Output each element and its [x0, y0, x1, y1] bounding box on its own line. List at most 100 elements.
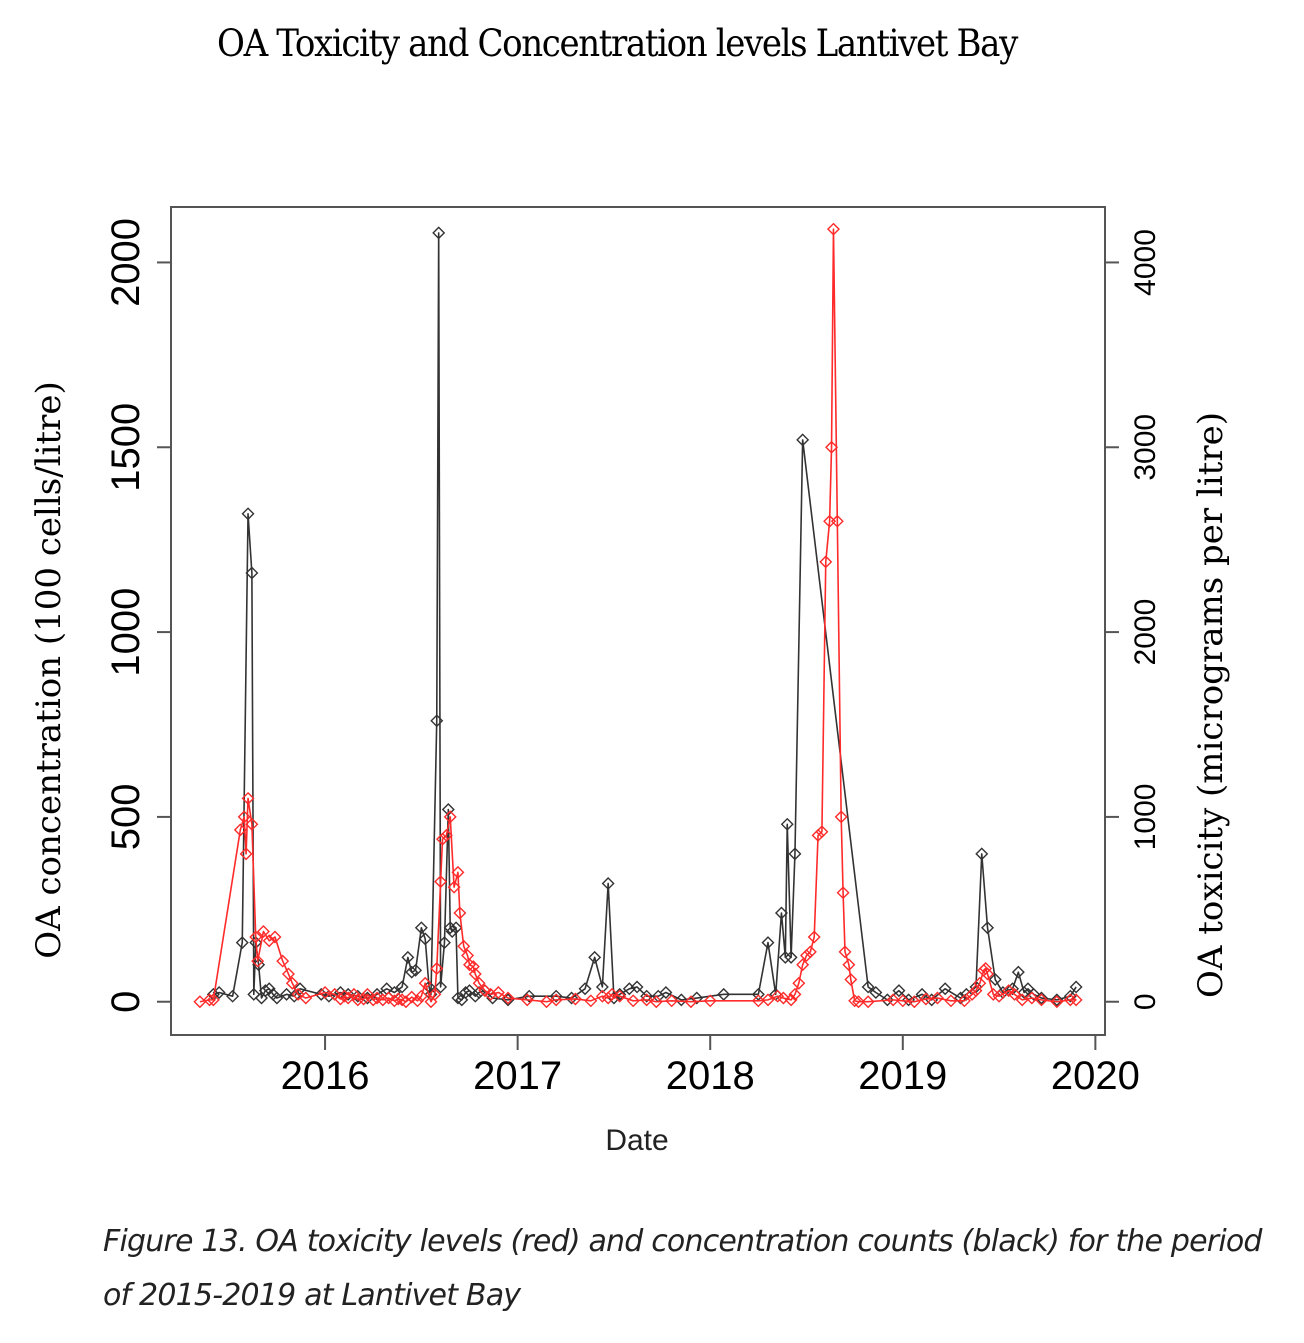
data-point: [601, 991, 615, 1005]
data-point: [418, 932, 432, 946]
data-point: [276, 954, 290, 968]
data-point: [447, 880, 461, 894]
data-point: [751, 994, 765, 1008]
data-point: [237, 810, 251, 824]
data-point: [328, 987, 342, 1001]
data-point: [825, 440, 839, 454]
data-point: [665, 994, 679, 1008]
data-point: [357, 992, 371, 1006]
data-point: [241, 791, 255, 805]
data-point: [684, 995, 698, 1009]
data-point: [414, 921, 428, 935]
data-point: [262, 982, 276, 996]
data-point: [717, 987, 731, 1001]
x-tick-label: 2016: [281, 1054, 370, 1098]
x-tick-label: 2020: [1051, 1054, 1140, 1098]
data-point: [445, 925, 459, 938]
data-point: [938, 982, 952, 996]
data-point: [291, 987, 305, 1001]
data-point: [568, 992, 582, 1006]
data-point: [226, 989, 240, 1003]
data-point: [318, 986, 332, 999]
data-point: [451, 991, 465, 1005]
data-point: [842, 958, 856, 972]
y-tick-label: 1500: [104, 403, 148, 492]
data-point: [434, 980, 448, 994]
data-point: [834, 810, 848, 824]
x-tick-label: 2018: [666, 1054, 755, 1098]
data-point: [703, 994, 717, 1008]
data-point: [774, 906, 788, 920]
y-tick-label: 500: [104, 784, 148, 851]
data-point: [1027, 987, 1041, 1001]
data-point: [245, 566, 259, 580]
data-point: [245, 817, 259, 831]
x-axis-title: Date: [605, 1124, 668, 1157]
data-point: [299, 991, 313, 1005]
data-point: [262, 934, 276, 948]
data-point: [659, 986, 673, 999]
data-point: [605, 987, 619, 1001]
data-point: [807, 930, 821, 944]
data-point: [434, 875, 448, 889]
data-point: [1006, 982, 1020, 996]
data-point: [395, 993, 409, 1007]
data-point: [428, 987, 442, 1001]
data-point: [347, 987, 361, 1001]
data-point: [449, 921, 463, 935]
data-point: [418, 976, 432, 990]
data-point: [468, 989, 482, 1003]
data-point: [484, 987, 498, 1001]
data-point: [472, 986, 486, 999]
data-point: [1034, 993, 1048, 1007]
data-point: [819, 555, 833, 569]
data-point: [439, 828, 453, 842]
data-point: [1002, 984, 1016, 998]
data-point: [366, 993, 380, 1007]
data-point: [549, 993, 563, 1007]
data-point: [584, 994, 598, 1008]
data-point: [463, 958, 476, 972]
y-tick-label: 0: [104, 991, 148, 1013]
data-point: [690, 991, 704, 1005]
data-point: [780, 817, 794, 831]
data-point: [1011, 965, 1025, 979]
y-tick-label: 2000: [104, 218, 148, 307]
data-point: [965, 987, 979, 1001]
data-point: [565, 991, 579, 1005]
data-point: [401, 950, 415, 964]
data-point: [919, 992, 933, 1006]
data-point: [761, 993, 775, 1007]
data-point: [293, 982, 307, 996]
data-point: [341, 991, 355, 1005]
data-point: [1017, 986, 1031, 999]
data-point: [826, 222, 840, 236]
data-point: [522, 989, 536, 1003]
chart: 2016 2017 2018 2019 2020 0 500 1000 1500 2000 0 1…: [29, 206, 1231, 1157]
data-point: [784, 993, 798, 1007]
data-point: [830, 514, 844, 528]
data-point: [861, 980, 875, 994]
data-point: [588, 950, 602, 964]
data-point: [436, 832, 450, 846]
data-point: [751, 987, 765, 1001]
data-point: [1063, 989, 1077, 1003]
data-point: [848, 994, 862, 1008]
data-point: [896, 994, 910, 1008]
data-point: [268, 930, 282, 944]
data-point: [466, 960, 480, 974]
data-point: [443, 810, 457, 824]
data-point: [957, 994, 971, 1008]
series-line: [213, 232, 1077, 1001]
data-point: [778, 950, 792, 964]
data-point: [800, 949, 813, 963]
figure-caption: Figure 13. OA toxicity levels (red) and …: [103, 1224, 1262, 1313]
data-point: [861, 995, 875, 1009]
data-point: [1025, 991, 1039, 1005]
data-point: [815, 825, 829, 839]
y2-tick-label: 2000: [1129, 599, 1162, 666]
data-point: [992, 989, 1006, 1003]
data-point: [441, 803, 455, 817]
data-point: [411, 994, 424, 1008]
data-point: [472, 976, 486, 990]
